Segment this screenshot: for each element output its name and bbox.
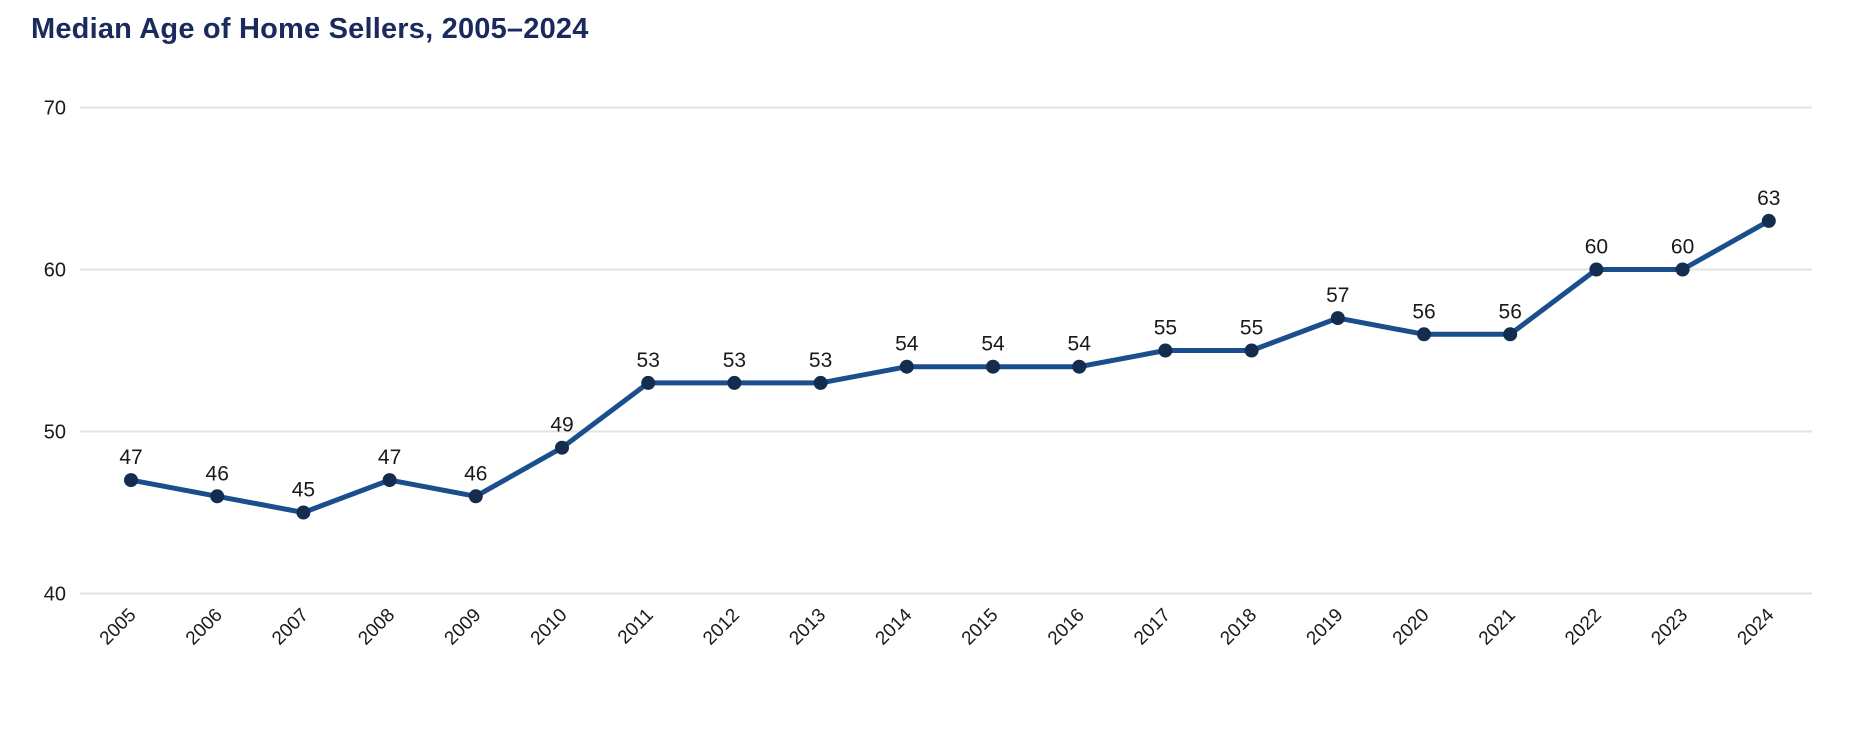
data-label-2015: 54: [981, 333, 1005, 356]
data-point-2019: [1330, 311, 1345, 326]
x-axis-tick-label-2023: 2023: [1647, 605, 1692, 650]
data-label-2008: 47: [378, 446, 401, 469]
x-axis-tick-label-2005: 2005: [96, 605, 141, 650]
data-label-2006: 46: [206, 462, 229, 485]
data-label-2005: 47: [119, 446, 142, 469]
x-axis-tick-label-2022: 2022: [1561, 605, 1606, 650]
data-label-2010: 49: [550, 414, 573, 437]
data-label-2024: 63: [1757, 187, 1780, 210]
series-line: [128, 218, 1772, 515]
data-point-2009: [468, 489, 483, 504]
x-axis-tick-label-2007: 2007: [268, 605, 313, 650]
data-point-2007: [296, 505, 311, 520]
x-axis-tick-label-2019: 2019: [1303, 605, 1348, 650]
data-label-2022: 60: [1585, 236, 1608, 259]
data-point-2022: [1589, 262, 1604, 277]
data-point-2011: [641, 375, 656, 390]
x-axis-tick-label-2012: 2012: [699, 605, 744, 650]
data-point-2006: [210, 489, 225, 504]
data-label-2017: 55: [1154, 317, 1177, 340]
x-axis-tick-label-2009: 2009: [441, 605, 486, 650]
x-axis-tick-label-2015: 2015: [958, 605, 1003, 650]
data-label-2012: 53: [723, 349, 746, 372]
y-axis-tick-label: 40: [44, 584, 66, 606]
data-label-2009: 46: [464, 462, 487, 485]
data-point-2013: [813, 375, 828, 390]
x-axis-tick-label-2010: 2010: [527, 605, 572, 650]
x-axis-tick-label-2020: 2020: [1389, 605, 1434, 650]
x-axis-tick-label-2008: 2008: [354, 605, 399, 650]
data-point-2017: [1158, 343, 1173, 358]
data-point-2021: [1503, 327, 1518, 342]
data-point-2016: [1072, 359, 1087, 374]
x-axis-tick-label-2014: 2014: [872, 604, 917, 649]
data-label-2023: 60: [1671, 236, 1694, 259]
x-axis-tick-label-2013: 2013: [785, 605, 830, 650]
y-axis-tick-label: 50: [44, 422, 66, 444]
x-axis-tick-label-2024: 2024: [1734, 604, 1779, 649]
data-label-2007: 45: [292, 479, 315, 502]
data-point-2020: [1417, 327, 1431, 342]
data-label-2019: 57: [1326, 284, 1349, 307]
chart-title: Median Age of Home Sellers, 2005–2024: [31, 13, 589, 45]
data-point-2012: [727, 375, 742, 390]
data-point-2010: [555, 440, 569, 455]
data-point-2018: [1244, 343, 1259, 358]
x-axis-tick-label-2017: 2017: [1130, 605, 1175, 650]
data-point-2008: [382, 473, 397, 488]
x-axis-tick-label-2006: 2006: [182, 605, 227, 650]
y-axis-tick-label: 60: [44, 260, 66, 282]
data-label-2014: 54: [895, 333, 919, 356]
x-axis-tick-label-2016: 2016: [1044, 605, 1089, 650]
x-axis-tick-label-2011: 2011: [614, 605, 658, 649]
data-point-2014: [899, 359, 914, 374]
data-label-2016: 54: [1068, 333, 1092, 356]
data-label-2011: 53: [637, 349, 660, 372]
data-point-2024: [1761, 213, 1776, 228]
data-label-2013: 53: [809, 349, 832, 372]
x-axis-tick-label-2021: 2021: [1475, 605, 1520, 650]
x-axis-tick-label-2018: 2018: [1216, 605, 1261, 650]
data-point-2023: [1675, 262, 1690, 277]
data-label-2021: 56: [1499, 300, 1522, 323]
data-label-2018: 55: [1240, 317, 1263, 340]
data-point-2005: [124, 473, 138, 488]
data-label-2020: 56: [1412, 300, 1435, 323]
y-axis-tick-label: 70: [44, 98, 66, 120]
data-point-2015: [986, 359, 1000, 374]
